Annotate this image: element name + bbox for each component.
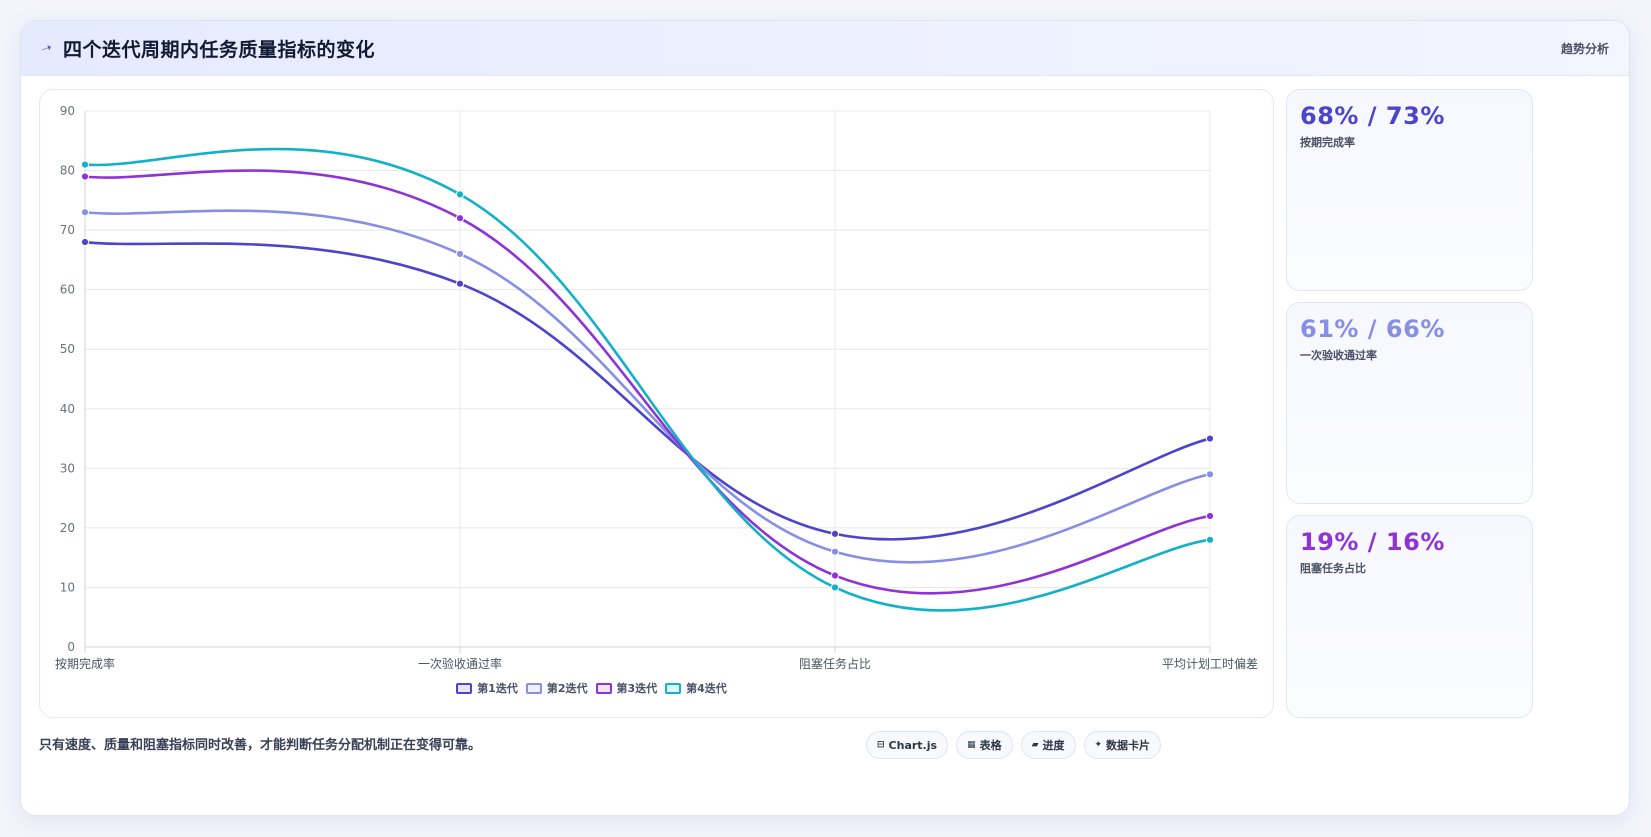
table-button[interactable]: ▦ 表格 <box>956 731 1013 759</box>
y-tick-label: 20 <box>60 521 75 535</box>
y-tick-label: 70 <box>60 223 75 237</box>
legend-item[interactable]: 第3迭代 <box>595 680 658 696</box>
y-tick-label: 50 <box>60 342 75 356</box>
data-point <box>1205 511 1215 521</box>
data-point <box>80 237 90 247</box>
legend-swatch <box>456 682 473 694</box>
data-point <box>80 172 90 181</box>
data-card-button[interactable]: ✦ 数据卡片 <box>1083 731 1162 759</box>
line-chart: 0 10 20 30 40 50 60 70 80 90 按期完成率 一次验收通过率 阻塞任务占比 平均计… <box>55 104 1258 671</box>
panel-header: ➝ 四个迭代周期内任务质量指标的变化 趋势分析 <box>21 21 1629 76</box>
data-point <box>1205 434 1215 443</box>
x-tick-label: 平均计划工时偏差 <box>1162 656 1258 671</box>
data-point <box>455 214 465 223</box>
stat-label: 一次验收通过率 <box>1300 349 1377 362</box>
tool-label: Chart.js <box>888 738 938 752</box>
x-tick-label: 阻塞任务占比 <box>799 656 871 671</box>
progress-button[interactable]: ▰ 进度 <box>1020 731 1076 759</box>
stat-card-blocked: 19% / 16% 阻塞任务占比 <box>1286 515 1533 718</box>
legend-label: 第4迭代 <box>686 682 727 695</box>
trend-analysis-badge: 趋势分析 <box>1560 42 1609 56</box>
stat-label: 阻塞任务占比 <box>1300 562 1366 575</box>
data-point <box>1205 535 1215 544</box>
y-tick-label: 30 <box>60 461 75 475</box>
title-wrap: ➝ 四个迭代周期内任务质量指标的变化 <box>38 35 376 62</box>
data-point <box>830 547 840 556</box>
y-tick-label: 80 <box>60 164 75 178</box>
view-toolbar: ⊟ Chart.js ▦ 表格 ▰ 进度 ✦ 数据卡片 <box>866 731 1162 759</box>
data-point <box>830 529 840 538</box>
stat-value: 61% / 66% <box>1300 315 1445 343</box>
chartjs-button[interactable]: ⊟ Chart.js <box>866 731 949 759</box>
y-tick-label: 0 <box>67 640 75 654</box>
data-point <box>80 160 90 169</box>
data-point <box>1205 470 1215 479</box>
chart-legend: 第1迭代 第2迭代 第3迭代 第4迭代 <box>21 680 1208 696</box>
progress-icon: ▰ <box>1031 740 1039 750</box>
x-tick-label: 按期完成率 <box>55 656 115 671</box>
stat-value: 19% / 16% <box>1300 528 1445 556</box>
legend-item[interactable]: 第2迭代 <box>525 680 588 696</box>
stat-card-acceptance: 61% / 66% 一次验收通过率 <box>1286 302 1533 504</box>
y-tick-label: 60 <box>60 283 75 297</box>
chart-icon: ⊟ <box>877 740 885 750</box>
stat-value: 68% / 73% <box>1300 102 1445 130</box>
data-point <box>455 190 465 199</box>
page-title: 四个迭代周期内任务质量指标的变化 <box>63 39 376 61</box>
legend-label: 第2迭代 <box>546 682 588 695</box>
series-line-4 <box>84 147 1211 612</box>
footer-note: 只有速度、质量和阻塞指标同时改善，才能判断任务分配机制正在变得可靠。 <box>39 738 482 753</box>
card-icon: ✦ <box>1094 740 1103 750</box>
series-line-3 <box>84 169 1211 595</box>
data-point <box>455 279 465 288</box>
y-tick-label: 90 <box>60 104 75 118</box>
tool-label: 数据卡片 <box>1106 739 1151 752</box>
series-line-2 <box>84 209 1211 564</box>
data-point <box>80 208 90 217</box>
x-tick-label: 一次验收通过率 <box>418 656 502 671</box>
data-point <box>830 571 840 580</box>
chart-card: 0 10 20 30 40 50 60 70 80 90 按期完成率 一次验收通过率 阻塞任务占比 平均计… <box>39 89 1274 718</box>
tool-label: 进度 <box>1042 739 1065 752</box>
tool-label: 表格 <box>979 739 1002 752</box>
y-tick-label: 10 <box>60 580 75 594</box>
data-point <box>455 249 465 259</box>
table-icon: ▦ <box>967 740 976 750</box>
legend-item[interactable]: 第4迭代 <box>665 680 727 696</box>
legend-swatch <box>525 682 542 694</box>
stat-label: 按期完成率 <box>1300 136 1355 149</box>
legend-swatch <box>595 682 612 694</box>
legend-item[interactable]: 第1迭代 <box>456 680 518 696</box>
stat-card-on-time: 68% / 73% 按期完成率 <box>1286 89 1533 291</box>
data-point <box>830 583 840 592</box>
legend-label: 第3迭代 <box>616 682 658 695</box>
y-tick-label: 40 <box>60 402 75 416</box>
chart-panel: ➝ 四个迭代周期内任务质量指标的变化 趋势分析 0 10 20 30 40 50 60 70 8… <box>20 20 1630 816</box>
trend-icon: ➝ <box>38 40 55 58</box>
series-line-1 <box>84 240 1211 541</box>
legend-swatch <box>665 682 682 694</box>
legend-label: 第1迭代 <box>477 682 518 695</box>
